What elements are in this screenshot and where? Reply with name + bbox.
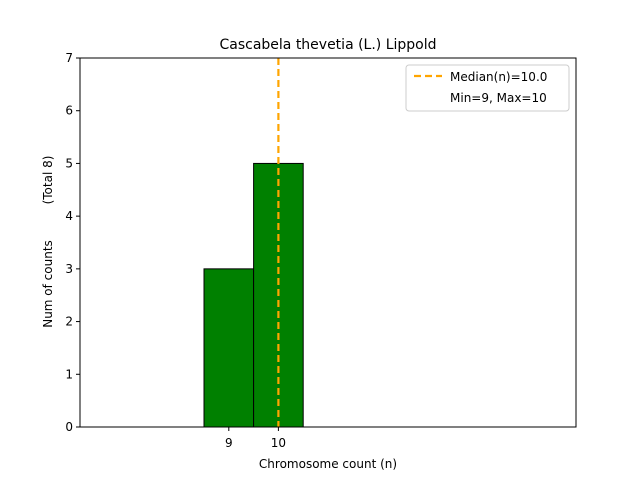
- y-tick-label: 6: [65, 104, 73, 118]
- y-axis: 0 1 2 3 4 5 6 7: [65, 51, 80, 434]
- legend: Median(n)=10.0 Min=9, Max=10: [405, 64, 570, 112]
- y-tick-label: 4: [65, 209, 73, 223]
- y-tick-label: 7: [65, 51, 73, 65]
- x-axis: 9 10: [225, 427, 286, 450]
- x-tick-label: 9: [225, 436, 233, 450]
- y-axis-total-note: (Total 8): [41, 156, 55, 205]
- chart-title: Cascabela thevetia (L.) Lippold: [219, 37, 436, 53]
- y-tick-label: 0: [65, 420, 73, 434]
- x-tick-label: 10: [271, 436, 286, 450]
- y-tick-label: 3: [65, 262, 73, 276]
- y-axis-label: Num of counts: [41, 240, 55, 328]
- axes-frame: [79, 57, 577, 428]
- legend-minmax-entry: Min=9, Max=10: [450, 91, 547, 105]
- y-tick-label: 1: [65, 367, 73, 381]
- legend-box: [405, 64, 570, 112]
- y-tick-label: 2: [65, 315, 73, 329]
- bar-9: [203, 268, 255, 428]
- y-tick-label: 5: [65, 156, 73, 170]
- legend-median-entry: Median(n)=10.0: [450, 70, 547, 84]
- x-axis-label: Chromosome count (n): [259, 457, 397, 471]
